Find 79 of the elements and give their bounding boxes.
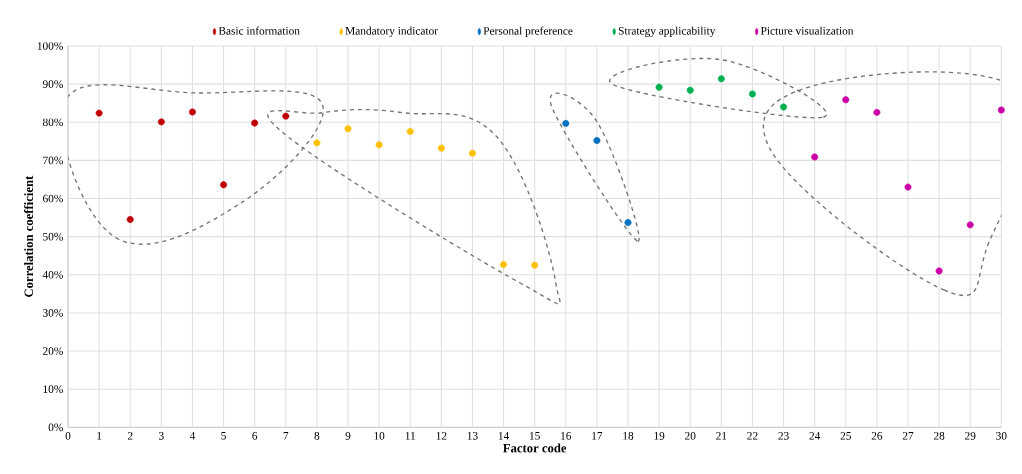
x-tick-label: 29 (965, 432, 976, 440)
y-tick-label: 10% (43, 385, 63, 394)
point (344, 125, 352, 133)
y-tick-label: 40% (42, 270, 63, 279)
point (375, 141, 383, 149)
x-tick-label: 17 (592, 432, 603, 440)
y-axis-title: Correlation coefficient (23, 175, 34, 297)
point (220, 181, 228, 189)
point (95, 109, 103, 117)
point (562, 119, 570, 127)
point (811, 153, 819, 161)
y-tick-label: 50% (43, 232, 63, 241)
x-tick-label: 0 (65, 432, 71, 440)
point (624, 219, 632, 227)
x-tick-label: 16 (561, 432, 572, 440)
point (748, 90, 756, 98)
point (842, 96, 850, 104)
point (935, 267, 943, 275)
point (406, 127, 414, 135)
point (717, 75, 725, 83)
x-tick-label: 18 (623, 432, 634, 440)
x-tick-label: 27 (902, 432, 914, 440)
x-tick-label: 4 (189, 432, 196, 440)
x-tick-label: 11 (405, 432, 415, 440)
point (531, 261, 539, 269)
y-tick-label: 70% (43, 156, 63, 165)
legend-label: Strategy applicability (618, 26, 716, 37)
x-tick-label: 14 (498, 432, 510, 440)
x-tick-label: 12 (436, 432, 447, 440)
x-tick-label: 9 (345, 432, 351, 440)
x-tick-label: 30 (996, 432, 1007, 440)
legend-label: Picture visualization (760, 26, 854, 35)
point (437, 144, 445, 152)
point (593, 137, 601, 145)
x-tick-label: 21 (716, 432, 727, 440)
legend-label: Personal preference (483, 26, 573, 37)
point (188, 108, 196, 116)
point (157, 118, 165, 126)
y-tick-label: 80% (42, 118, 63, 127)
y-tick-label: 100% (37, 42, 63, 50)
y-tick-label: 60% (43, 194, 63, 203)
x-tick-label: 26 (871, 432, 883, 440)
x-tick-label: 10 (374, 432, 385, 440)
point (873, 108, 881, 116)
point (686, 86, 694, 94)
x-axis-title: Factor code (503, 443, 567, 453)
x-tick-label: 15 (530, 432, 540, 440)
point (966, 221, 974, 229)
x-tick-label: 2 (127, 432, 133, 440)
x-tick-label: 23 (778, 432, 789, 440)
point (655, 83, 663, 91)
x-tick-label: 5 (221, 432, 226, 440)
y-tick-label: 0% (48, 423, 63, 432)
y-tick-label: 90% (42, 80, 63, 88)
x-tick-label: 13 (467, 432, 478, 440)
x-tick-label: 25 (840, 432, 851, 440)
y-tick-label: 30% (43, 309, 63, 317)
point (904, 183, 912, 191)
x-tick-label: 6 (252, 432, 258, 440)
point (282, 112, 290, 120)
point (126, 216, 134, 223)
point (500, 261, 508, 268)
x-tick-label: 22 (747, 432, 758, 440)
legend-label: Mandatory indicator (345, 26, 438, 37)
point (997, 106, 1005, 114)
point (251, 119, 259, 127)
x-tick-label: 8 (314, 432, 320, 440)
x-tick-label: 20 (685, 432, 696, 440)
x-tick-label: 28 (933, 432, 945, 440)
x-tick-label: 19 (654, 432, 665, 440)
point (780, 103, 788, 111)
point (313, 139, 321, 147)
legend-label: Basic information (218, 26, 300, 35)
y-tick-label: 20% (43, 347, 63, 355)
x-tick-label: 3 (159, 432, 164, 440)
x-tick-label: 1 (97, 432, 102, 440)
x-tick-label: 24 (809, 432, 821, 440)
x-tick-label: 7 (283, 432, 289, 440)
point (468, 149, 476, 157)
